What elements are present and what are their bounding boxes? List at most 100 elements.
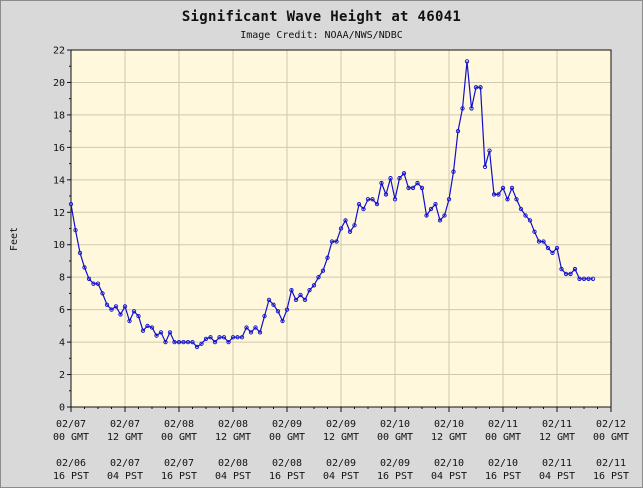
data-point [536, 239, 542, 244]
data-point [127, 318, 132, 324]
x-tick-label-gmt-time: 12 GMT [431, 432, 467, 443]
data-point [293, 297, 299, 303]
data-point [586, 276, 591, 281]
data-point [509, 185, 515, 191]
data-point [460, 106, 465, 111]
data-point [320, 268, 326, 273]
data-point [469, 106, 474, 111]
x-tick-label-pst-time: 16 PST [377, 471, 413, 482]
y-tick-label: 16 [53, 143, 65, 154]
x-tick-label-gmt-date: 02/11 [542, 419, 572, 430]
y-tick-label: 14 [53, 175, 65, 186]
y-tick-label: 4 [59, 338, 65, 349]
x-tick-label-pst-time: 16 PST [53, 471, 89, 482]
data-point [482, 164, 488, 169]
data-point [559, 266, 564, 272]
data-point [410, 185, 416, 191]
data-point [82, 265, 87, 270]
data-point [248, 330, 254, 335]
data-point [289, 288, 294, 293]
data-point [500, 185, 506, 191]
x-tick-label-gmt-date: 02/09 [326, 419, 356, 430]
data-point [104, 302, 110, 307]
x-tick-label-pst-date: 02/09 [380, 458, 410, 469]
data-point [473, 85, 479, 90]
data-point [226, 339, 231, 345]
data-point [428, 206, 434, 212]
data-point [568, 271, 573, 277]
x-tick-label-pst-date: 02/07 [164, 458, 194, 469]
data-point [302, 297, 308, 303]
data-point [280, 318, 285, 324]
data-point [199, 341, 204, 346]
data-point [478, 85, 483, 90]
data-point [572, 266, 578, 272]
x-tick-label-gmt-time: 12 GMT [539, 432, 575, 443]
x-tick-label-pst-date: 02/10 [434, 458, 464, 469]
x-tick-label-gmt-date: 02/10 [434, 419, 464, 430]
x-tick-label-pst-time: 16 PST [593, 471, 629, 482]
data-point [230, 335, 236, 340]
x-tick-label-gmt-time: 00 GMT [485, 432, 521, 443]
y-tick-label: 12 [53, 208, 65, 219]
data-point [577, 276, 582, 281]
data-point [379, 180, 384, 186]
x-tick-label-pst-date: 02/07 [110, 458, 140, 469]
x-tick-label-pst-time: 16 PST [485, 471, 521, 482]
y-tick-label: 22 [53, 46, 65, 57]
data-point [352, 223, 357, 228]
data-point [361, 206, 366, 212]
data-point [68, 202, 74, 207]
x-tick-label-pst-date: 02/09 [326, 458, 356, 469]
data-point [217, 335, 222, 340]
x-tick-label-gmt-date: 02/10 [380, 419, 410, 430]
grid-lines [71, 49, 611, 407]
data-point [181, 339, 186, 345]
data-point [437, 218, 443, 223]
data-point [374, 202, 380, 207]
data-point [172, 339, 177, 345]
x-tick-label-pst-time: 04 PST [215, 471, 251, 482]
data-point [203, 336, 209, 341]
data-point [284, 307, 290, 312]
data-point [325, 255, 330, 260]
data-point [590, 276, 596, 281]
x-tick-label-gmt-time: 00 GMT [269, 432, 305, 443]
data-point [158, 330, 164, 335]
data-point [347, 229, 353, 234]
x-tick-label-gmt-date: 02/12 [596, 419, 626, 430]
data-point [392, 197, 398, 202]
data-point [176, 339, 182, 345]
data-point [136, 313, 141, 319]
data-point [190, 339, 195, 345]
x-tick-label-pst-time: 04 PST [323, 471, 359, 482]
data-point [266, 297, 272, 303]
data-point [370, 197, 375, 202]
data-point [464, 59, 470, 64]
data-point [271, 302, 276, 307]
x-tick-label-pst-time: 04 PST [539, 471, 575, 482]
data-point [446, 197, 452, 202]
axes: 0 2 4 6 8 10 12 14 16 18 20 22 02/07 00 GMT 02/06 16 PS… [53, 46, 629, 483]
data-point [415, 180, 420, 186]
plot-border [70, 49, 612, 408]
data-point [154, 333, 159, 338]
data-point [343, 218, 348, 223]
data-point [145, 323, 150, 329]
y-tick-label: 0 [59, 403, 65, 414]
x-tick-label-gmt-date: 02/08 [164, 419, 194, 430]
y-tick-label: 10 [53, 240, 65, 251]
data-point [100, 291, 105, 296]
data-point [95, 281, 101, 286]
data-point [527, 218, 533, 223]
data-point [383, 192, 389, 197]
data-point [487, 148, 492, 153]
data-point [563, 271, 569, 277]
data-point [496, 192, 501, 197]
data-point [397, 176, 402, 181]
data-point [581, 276, 587, 281]
data-point [406, 185, 411, 191]
data-point [424, 213, 429, 218]
data-point [356, 202, 362, 207]
